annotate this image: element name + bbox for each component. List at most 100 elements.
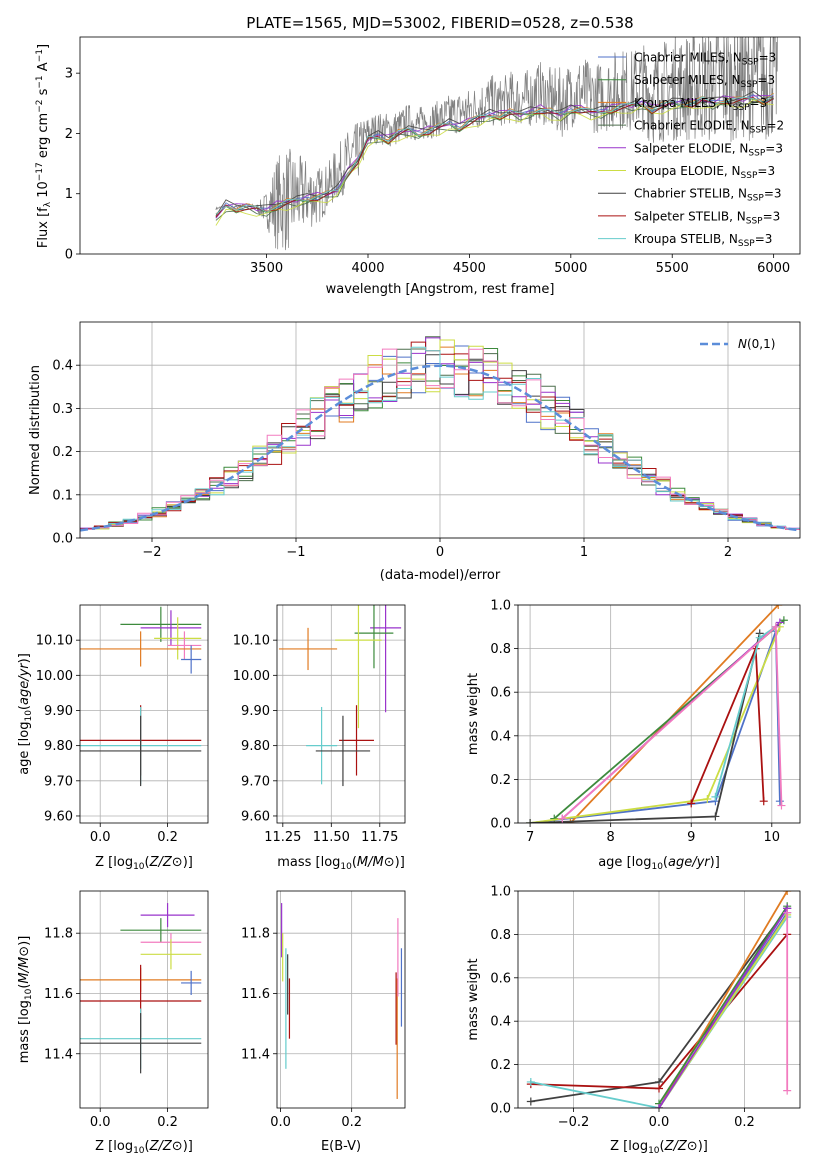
x-axis-label: Z [log10(Z/Z⊙)] — [610, 1139, 708, 1156]
x-tick-label: 0.2 — [157, 1115, 178, 1130]
legend-label: Chabrier STELIB, NSSP=3 — [634, 187, 782, 204]
legend-label: Chabrier MILES, NSSP=3 — [634, 51, 776, 68]
weight-marker — [783, 908, 792, 917]
x-tick-label: 0.2 — [341, 1115, 362, 1130]
y-tick-label: 0.4 — [490, 729, 511, 744]
y-tick-label: 0.1 — [52, 488, 73, 503]
x-tick-label: 7 — [526, 830, 534, 845]
y-tick-label: 11.8 — [241, 927, 270, 942]
x-tick-label: 6000 — [757, 261, 790, 276]
x-axis-label: Z [log10(Z/Z⊙)] — [95, 1139, 193, 1156]
y-tick-label: 0.6 — [490, 971, 511, 986]
legend-label: Salpeter ELODIE, NSSP=3 — [634, 141, 783, 158]
x-axis-label: E(B-V) — [321, 1139, 361, 1154]
axes-mass-vs-EBV: 0.0 0.2 11.4 11.6 11.8 — [241, 890, 406, 1130]
y-axis-label: mass weight — [466, 958, 481, 1040]
axes-frame — [276, 890, 406, 1109]
x-axis-label: Z [log10(Z/Z⊙)] — [95, 855, 193, 872]
y-tick-label: 9.90 — [241, 704, 270, 719]
weight-line — [690, 648, 765, 804]
x-tick-label: 0.0 — [90, 830, 111, 845]
axes-frame — [517, 604, 801, 824]
x-tick-label: 10 — [764, 830, 781, 845]
y-tick-label: 11.8 — [44, 927, 73, 942]
weight-marker — [566, 819, 575, 823]
plot-area — [80, 336, 800, 538]
y-tick-label: 0.0 — [52, 532, 73, 547]
weight-marker — [711, 812, 720, 821]
axes-frame — [79, 321, 801, 539]
x-tick-label: −2 — [142, 545, 161, 560]
weight-marker — [775, 797, 784, 806]
weight-marker — [655, 1104, 663, 1108]
y-tick-label: 0.4 — [490, 1015, 511, 1030]
weight-marker — [655, 1084, 663, 1093]
axes-mass-vs-Z: 0.0 0.2 11.4 11.6 11.8 — [44, 890, 209, 1130]
y-tick-label: 0.2 — [490, 773, 511, 788]
y-tick-label: 10.10 — [36, 634, 73, 649]
x-tick-label: 11.25 — [264, 830, 301, 845]
x-tick-label: 0 — [436, 545, 444, 560]
plot-area — [80, 903, 202, 1074]
y-tick-label: 0 — [65, 248, 73, 263]
y-tick-label: 3 — [65, 67, 73, 82]
axes-frame — [79, 36, 801, 255]
x-tick-label: 5500 — [656, 261, 689, 276]
weight-marker — [558, 814, 567, 823]
model-line — [215, 94, 774, 219]
y-axis-label: age [log10(age/yr)] — [17, 653, 34, 775]
plot-area — [281, 903, 403, 1099]
legend-label: Kroupa ELODIE, NSSP=3 — [634, 164, 775, 181]
y-tick-label: 9.70 — [44, 774, 73, 789]
x-tick-label: −0.2 — [558, 1115, 590, 1130]
x-tick-label: 4500 — [453, 261, 486, 276]
weight-marker — [687, 799, 696, 808]
legend-label: Salpeter STELIB, NSSP=3 — [634, 209, 780, 226]
y-tick-label: 9.90 — [44, 704, 73, 719]
y-axis-label: mass [log10(M/M⊙)] — [17, 936, 34, 1064]
y-tick-label: 0.0 — [490, 1102, 511, 1117]
x-tick-label: 4000 — [351, 261, 384, 276]
x-axis-label: (data-model)/error — [380, 568, 501, 583]
y-tick-label: 11.4 — [44, 1047, 73, 1062]
x-tick-label: 2 — [724, 545, 732, 560]
weight-marker — [759, 797, 768, 806]
weight-marker — [774, 605, 783, 609]
x-tick-label: 3500 — [250, 261, 283, 276]
x-axis-label: wavelength [Angstrom, rest frame] — [326, 282, 555, 297]
x-tick-label: 0.0 — [270, 1115, 291, 1130]
y-tick-label: 1 — [65, 187, 73, 202]
axes-spectrum: 3500 4000 4500 5000 5500 6000 0 1 2 3 Chabrier MIL… — [65, 36, 801, 276]
x-axis-label: age [log10(age/yr)] — [598, 855, 720, 872]
y-tick-label: 0.6 — [490, 686, 511, 701]
y-tick-label: 2 — [65, 127, 73, 142]
plot-area — [526, 891, 792, 1108]
y-tick-label: 10.10 — [233, 634, 270, 649]
weight-marker — [526, 1097, 535, 1106]
axes-frame — [79, 890, 209, 1109]
y-tick-label: 0.8 — [490, 642, 511, 657]
gaussian-curve — [80, 364, 800, 532]
y-tick-label: 0.8 — [490, 928, 511, 943]
y-tick-label: 9.80 — [44, 739, 73, 754]
model-line — [215, 90, 774, 216]
y-tick-label: 11.6 — [44, 987, 73, 1002]
x-tick-label: 1 — [580, 545, 588, 560]
plot-area — [526, 605, 788, 823]
x-tick-label: 0.2 — [734, 1115, 755, 1130]
y-tick-label: 0.2 — [490, 1058, 511, 1073]
axes-age-vs-mass: 11.25 11.50 11.75 9.60 9.70 9.80 9.90 10.00 10.1… — [233, 604, 406, 845]
weight-marker — [711, 792, 720, 801]
x-tick-label: 11.75 — [361, 830, 398, 845]
histogram-step — [80, 348, 800, 538]
plot-area — [215, 37, 778, 251]
legend-label: Kroupa STELIB, NSSP=3 — [634, 232, 772, 249]
y-tick-label: 0.4 — [52, 359, 73, 374]
model-line — [215, 93, 774, 215]
axes-frame — [517, 890, 801, 1109]
y-tick-label: 0.0 — [490, 817, 511, 832]
x-tick-label: 0.2 — [157, 830, 178, 845]
legend-label: Kroupa MILES, NSSP=3 — [634, 96, 767, 113]
x-tick-label: 8 — [607, 830, 615, 845]
